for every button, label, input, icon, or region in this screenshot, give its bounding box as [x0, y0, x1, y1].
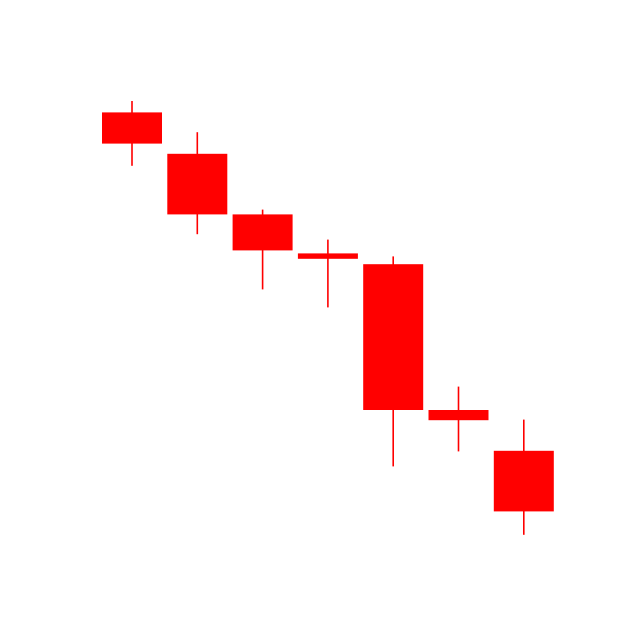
candle-body: [493, 450, 554, 512]
candles-layer: [102, 101, 554, 535]
candle-6: [428, 386, 489, 452]
candle-4: [297, 239, 358, 308]
candle-1: [102, 101, 162, 166]
candle-body: [232, 214, 293, 251]
candle-body: [363, 264, 424, 410]
candle-3: [232, 209, 293, 290]
candle-5: [363, 256, 424, 467]
candle-wick: [327, 239, 329, 308]
candle-body: [428, 410, 489, 421]
candle-7: [493, 419, 554, 535]
candle-body: [102, 112, 162, 144]
candle-body: [167, 153, 228, 215]
candle-2: [167, 132, 228, 235]
candle-body: [297, 253, 358, 259]
